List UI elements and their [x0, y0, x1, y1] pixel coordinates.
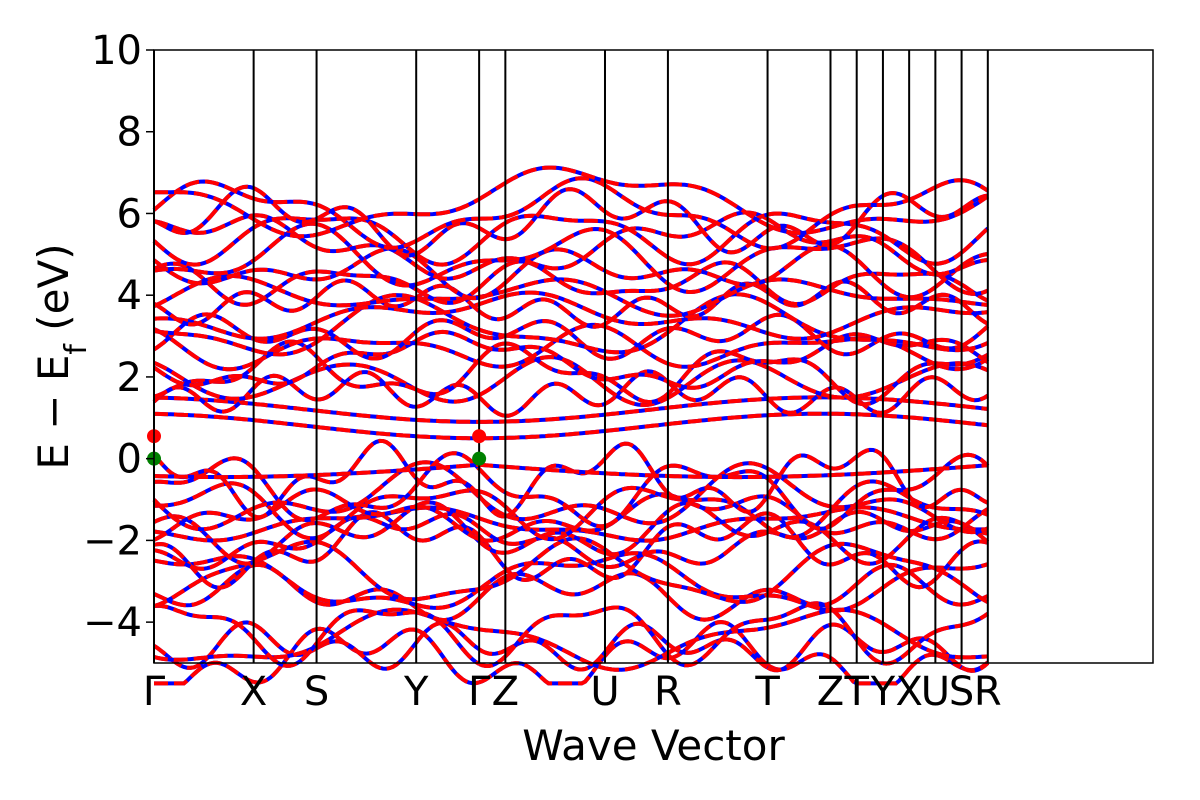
band-line-spin-down	[152, 176, 989, 251]
kpoint-label: T	[843, 669, 869, 715]
y-tick-label: 0	[117, 437, 142, 483]
y-tick-label: 10	[91, 28, 142, 74]
band-line-spin-down	[153, 601, 989, 668]
bands-layer	[152, 165, 990, 686]
kpoint-label: Z	[492, 669, 519, 715]
x-axis: Γ X S Y Γ Z U R T Z T Y XUS R	[143, 669, 1002, 715]
x-axis-label: Wave Vector	[522, 721, 785, 770]
kpoint-label: R	[974, 669, 1002, 715]
kpoint-label: T	[754, 669, 780, 715]
band-line-spin-down	[153, 292, 989, 357]
y-axis-label-subscript: f	[59, 343, 94, 355]
kpoint-label: Y	[870, 669, 896, 715]
kpoint-label: Γ	[468, 669, 491, 715]
y-axis-label-main: E − E	[29, 355, 78, 470]
y-axis: −4 −2 0 2 4 6 8 10	[83, 28, 154, 646]
kpoint-label: Y	[403, 669, 429, 715]
band-line-spin-down	[154, 411, 989, 441]
band-line-spin-down	[153, 462, 988, 480]
y-tick-label: 2	[117, 355, 142, 401]
band-line-spin-down	[153, 210, 988, 281]
kpoint-label: S	[304, 669, 329, 715]
band-line-spin-down	[153, 273, 988, 318]
band-line-spin-down	[153, 451, 990, 531]
band-line-spin-down	[153, 221, 989, 296]
band-line-spin-down	[154, 165, 989, 239]
kpoint-label: U	[921, 669, 950, 715]
kpoint-label: X	[240, 669, 267, 715]
valence-band-max-marker	[472, 451, 487, 466]
y-tick-label: −2	[83, 518, 142, 564]
band-line-spin-down	[153, 510, 989, 590]
band-line-spin-down	[153, 607, 988, 672]
band-line-spin-down	[153, 278, 989, 329]
band-line-spin-down	[152, 620, 990, 673]
band-line-spin-down	[152, 211, 990, 267]
y-axis-label: E − Ef (eV)	[29, 243, 94, 469]
kpoint-label: X	[895, 669, 922, 715]
band-line-spin-down	[153, 290, 989, 341]
y-tick-label: 4	[117, 273, 142, 319]
conduction-band-min-marker	[472, 429, 487, 444]
kpoint-label: Γ	[143, 669, 166, 715]
kpoint-label: S	[949, 669, 974, 715]
y-tick-label: 6	[117, 191, 142, 237]
kpoint-label: Z	[817, 669, 844, 715]
band-line-spin-up	[153, 607, 988, 672]
band-line-spin-down	[153, 395, 988, 424]
band-line-spin-down	[153, 487, 989, 543]
kpoint-label: R	[654, 669, 682, 715]
band-line-spin-down	[152, 438, 989, 520]
y-tick-label: 8	[117, 110, 142, 156]
kpoint-label: U	[590, 669, 619, 715]
band-line-spin-down	[154, 479, 989, 542]
y-axis-label-unit: (eV)	[29, 243, 78, 344]
band-line-spin-down	[152, 460, 989, 535]
band-line-spin-down	[152, 243, 989, 301]
plot-frame	[153, 49, 1154, 664]
y-tick-label: −4	[83, 600, 142, 646]
band-line-spin-down	[153, 536, 989, 608]
